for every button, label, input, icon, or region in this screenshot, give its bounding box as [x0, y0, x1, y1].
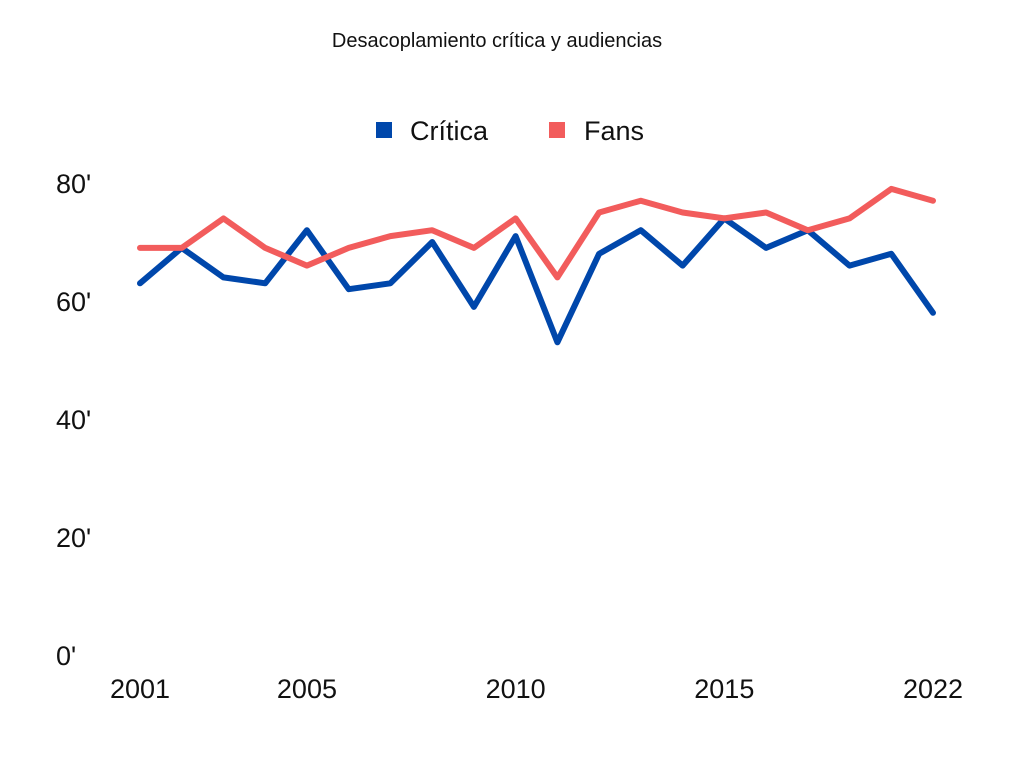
x-tick-label: 2001 [110, 674, 170, 704]
legend-label-1: Crítica [410, 116, 489, 146]
series-line-fans [137, 185, 936, 281]
x-tick-label: 2015 [694, 674, 754, 704]
x-axis: 2001 2005 2010 2015 2022 [110, 674, 963, 704]
x-tick-label: 2005 [277, 674, 337, 704]
x-tick-label: 2022 [903, 674, 963, 704]
series-line-critica [137, 215, 936, 346]
legend-swatch-1 [376, 122, 392, 138]
y-tick-label: 40' [56, 405, 91, 435]
y-tick-label: 0' [56, 641, 76, 671]
legend: Crítica Fans [376, 116, 644, 146]
x-tick-label: 2010 [486, 674, 546, 704]
y-axis: 0' 20' 40' 60' 80' [56, 169, 91, 671]
chart-title: Desacoplamiento crítica y audiencias [331, 30, 663, 52]
y-tick-label: 60' [56, 287, 91, 317]
y-tick-label: 20' [56, 523, 91, 553]
series-lines [137, 185, 936, 346]
y-tick-label: 80' [56, 169, 91, 199]
legend-label-2: Fans [584, 116, 644, 146]
legend-swatch-2 [549, 122, 565, 138]
